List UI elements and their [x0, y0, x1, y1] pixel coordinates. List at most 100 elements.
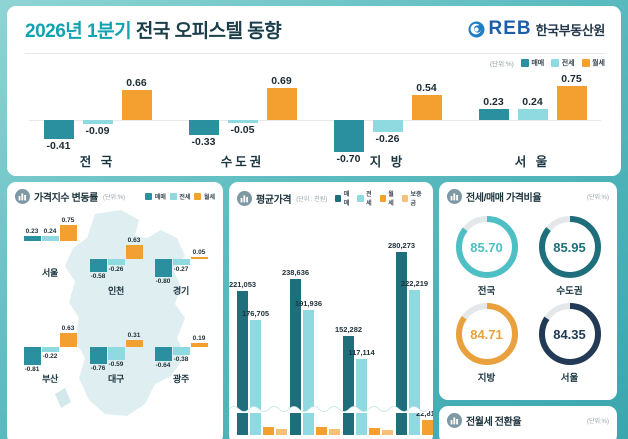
donut-chart[interactable]: 85.70: [453, 213, 521, 281]
bar[interactable]: [382, 429, 393, 435]
bar[interactable]: [190, 342, 208, 347]
legend-swatch: [194, 193, 202, 200]
bar[interactable]: [107, 259, 125, 265]
korea-map-chart: 0.23 0.24 0.75 서울 -0.58 -0.26 0.63 인천 -0.80 -0.27…: [7, 204, 223, 432]
bar[interactable]: [333, 120, 364, 153]
bar[interactable]: [59, 333, 77, 347]
bar[interactable]: [263, 427, 274, 435]
bar[interactable]: [227, 120, 258, 123]
bar-wrapper: 191,936: [295, 213, 322, 435]
bar[interactable]: [125, 340, 143, 347]
bar[interactable]: [276, 429, 287, 435]
bar[interactable]: [478, 109, 509, 120]
bar-value-label: 0.05: [192, 249, 206, 256]
bar-value-label: 117,114: [348, 347, 375, 357]
bar-value-label: 176,705: [241, 308, 270, 318]
bar[interactable]: [303, 309, 314, 435]
bar[interactable]: [517, 108, 548, 120]
bar-value-label: -0.22: [42, 352, 58, 360]
bar[interactable]: [172, 259, 190, 265]
bar-value-label: -0.33: [191, 136, 216, 149]
bar-wrapper: 0.63: [59, 324, 77, 370]
bar[interactable]: [23, 235, 41, 241]
legend-swatch: [379, 194, 386, 202]
bar[interactable]: [59, 224, 77, 241]
bar-wrapper: -0.26: [372, 70, 403, 154]
average-price-chart: 221,053 176,705 238,636 191,936 152,282 117,1…: [229, 207, 433, 435]
legend-item-maemae: 매매: [145, 192, 166, 201]
bar[interactable]: [190, 257, 208, 259]
bar-wrapper: 176,705: [242, 213, 269, 435]
bar-wrapper: -0.70: [333, 70, 364, 165]
bar[interactable]: [356, 358, 367, 435]
region-bar-group: -0.64 -0.38 0.19 광주: [144, 324, 218, 385]
brand-subtitle: 한국부동산원: [535, 22, 606, 38]
bar[interactable]: [82, 120, 113, 125]
bar[interactable]: [343, 335, 354, 435]
region-bar-group: -0.81 -0.22 0.63 부산: [13, 324, 87, 385]
donut-label: 서울: [560, 373, 579, 384]
bar-value-label: 0.54: [416, 82, 437, 95]
bar[interactable]: [41, 347, 59, 352]
legend-item-wolse: 월세: [379, 189, 398, 207]
bar[interactable]: [290, 279, 301, 435]
bar[interactable]: [43, 120, 74, 139]
bar-wrapper: -0.41: [43, 70, 74, 154]
bar-wrapper: [263, 213, 274, 435]
bar[interactable]: [409, 289, 420, 435]
bar-wrapper: -0.33: [188, 70, 219, 154]
price-bar-group-container: 221,053 176,705 238,636 191,936 152,282 117,1…: [229, 213, 433, 435]
bar[interactable]: [125, 245, 143, 259]
average-price-card: 평균가격 (단위 : 천원) 매매 전세 월세 보증금 221,053 176,7…: [229, 182, 433, 439]
bar-value-label: -0.09: [85, 125, 110, 138]
bar[interactable]: [369, 427, 380, 435]
region-label: 서울: [42, 268, 58, 278]
bar-value-label: 0.75: [61, 216, 75, 224]
bar[interactable]: [237, 290, 248, 435]
bar[interactable]: [41, 235, 59, 241]
donut-chart[interactable]: 84.35: [536, 300, 604, 368]
right-column: 전세/매매 가격비율 (단위:%) 85.70 전국 85.95 수도권 84.71 지방…: [439, 182, 617, 439]
bar[interactable]: [154, 347, 172, 362]
top-chart-legend: (단위:%) 매매 전세 월세: [25, 54, 605, 68]
bar[interactable]: [89, 347, 107, 364]
card-header: 전세/매매 가격비율 (단위:%): [439, 182, 617, 204]
bar[interactable]: [266, 88, 297, 120]
bar[interactable]: [188, 120, 219, 136]
bar-value-label: -0.59: [108, 360, 124, 368]
legend-label: 월세: [203, 195, 215, 201]
zero-axis-line: [29, 120, 601, 121]
brand-name: REB: [488, 18, 532, 39]
donut-cell: 85.95 수도권: [528, 210, 611, 297]
bar[interactable]: [372, 120, 403, 132]
bar[interactable]: [556, 85, 587, 120]
bar-wrapper: 221,053: [229, 213, 256, 435]
region-bars: -0.76 -0.59 0.31: [79, 324, 153, 372]
bar[interactable]: [23, 347, 41, 365]
bar[interactable]: [396, 251, 407, 435]
legend-item-maemae: 매매: [520, 58, 545, 68]
page-title: 2026년 1분기 전국 오피스텔 동향: [25, 16, 282, 43]
bar[interactable]: [172, 347, 190, 356]
bar[interactable]: [89, 259, 107, 272]
bar-chart-icon: [447, 189, 462, 204]
bar-value-label: 0.24: [43, 227, 57, 235]
page-title-main: 전국 오피스텔 동향: [135, 21, 282, 42]
bar-wrapper: 0.05: [190, 236, 208, 282]
bar-group-bars: -0.33 -0.05 0.69: [170, 70, 315, 154]
bar[interactable]: [154, 259, 172, 277]
bar[interactable]: [316, 427, 327, 435]
legend-label: 매매: [531, 59, 545, 67]
bar[interactable]: [121, 89, 152, 120]
bar[interactable]: [411, 95, 442, 120]
donut-chart[interactable]: 85.95: [536, 213, 604, 281]
donut-cell: 84.35 서울: [528, 297, 611, 384]
bar[interactable]: [107, 347, 125, 360]
bar-value-label: -0.26: [108, 265, 124, 273]
bar[interactable]: [422, 420, 433, 435]
bar[interactable]: [250, 319, 261, 435]
bar-wrapper: 0.23: [23, 218, 41, 264]
bar-group-bars: -0.41 -0.09 0.66: [25, 70, 170, 154]
donut-chart[interactable]: 84.71: [453, 300, 521, 368]
bar[interactable]: [329, 429, 340, 435]
